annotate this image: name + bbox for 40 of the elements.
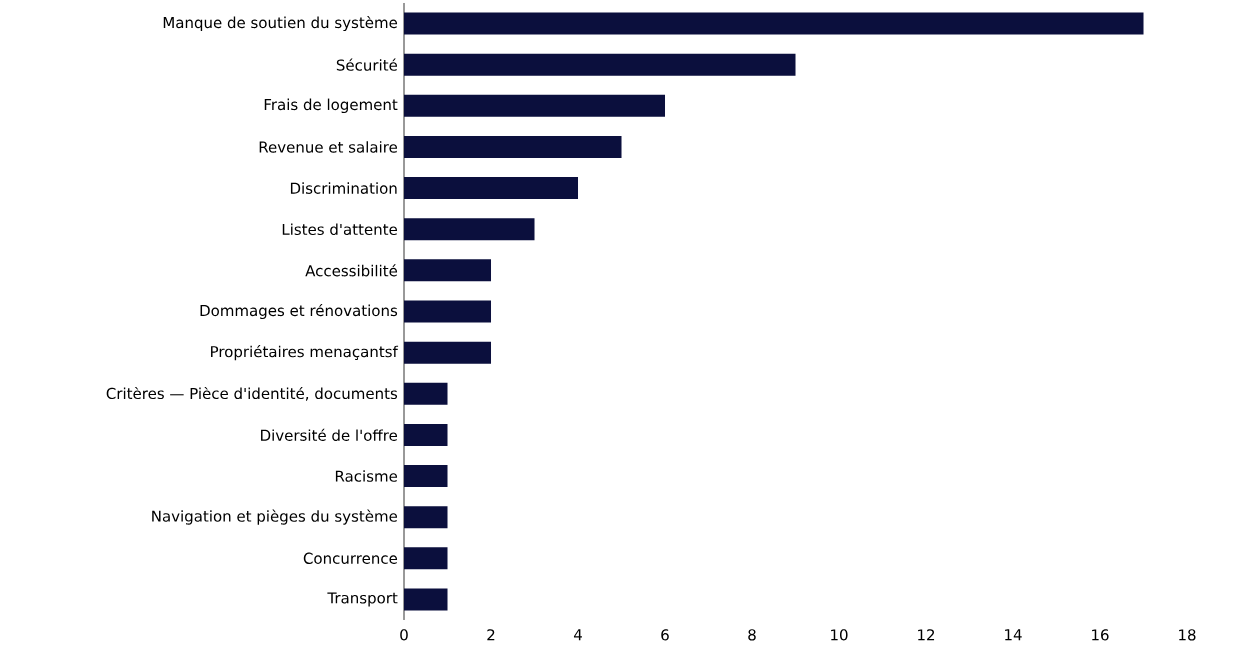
- bar: [404, 341, 492, 364]
- bar: [404, 465, 448, 488]
- bar: [404, 423, 448, 446]
- x-tick-label: 18: [1179, 629, 1196, 641]
- bar: [404, 94, 666, 117]
- bar: [404, 588, 448, 611]
- x-tick-label: 10: [831, 629, 848, 641]
- y-tick-label: Diversité de l'offre: [261, 428, 398, 441]
- y-tick-label: Critères — Pièce d'identité, documents: [106, 386, 398, 401]
- bar: [404, 135, 622, 158]
- bar: [404, 12, 1144, 35]
- y-tick-label: Frais de logement: [264, 98, 398, 114]
- y-tick-label: Racisme: [335, 470, 398, 482]
- y-tick-label: Dommages et rénovations: [200, 303, 398, 320]
- x-tick-label: 14: [1005, 629, 1022, 641]
- x-tick-label: 12: [918, 629, 935, 641]
- bar: [404, 382, 448, 405]
- bar: [404, 218, 535, 241]
- y-tick-label: Concurrence: [303, 552, 398, 564]
- bar: [404, 177, 579, 200]
- y-tick-label: Manque de soutien du système: [163, 16, 398, 32]
- y-tick-label: Discrimination: [290, 182, 397, 194]
- bar: [404, 547, 448, 570]
- x-tick-label: 6: [661, 629, 669, 641]
- x-tick-label: 16: [1092, 629, 1109, 641]
- y-tick-label: Navigation et pièges du système: [152, 509, 398, 525]
- y-tick-label: Transport: [327, 592, 398, 607]
- x-tick-label: 0: [400, 629, 408, 641]
- x-tick-label: 8: [748, 629, 756, 641]
- y-tick-label: Sécurité: [336, 58, 398, 71]
- y-tick-label: Propriétaires menaçantsf: [211, 345, 399, 361]
- bar: [404, 53, 796, 76]
- y-tick-label: Accessibilité: [305, 264, 398, 277]
- bar: [404, 300, 492, 323]
- y-tick-label: Revenue et salaire: [259, 141, 398, 153]
- bar: [404, 259, 492, 282]
- x-tick-label: 4: [573, 629, 582, 641]
- x-tick-label: 2: [487, 629, 495, 641]
- y-tick-label: Listes d'attente: [282, 223, 397, 236]
- bar: [404, 506, 448, 529]
